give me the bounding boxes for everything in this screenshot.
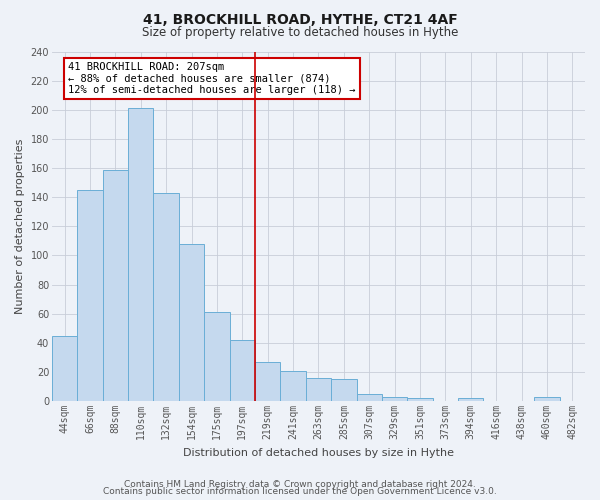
Bar (356, 394, 382, 401)
Bar (382, 397, 407, 401)
Bar (77, 190, 103, 401)
Bar (230, 340, 255, 401)
Bar (154, 193, 179, 401)
Bar (534, 397, 560, 401)
Bar (103, 170, 128, 401)
Bar (128, 108, 154, 401)
Bar (255, 362, 280, 401)
Bar (458, 398, 484, 401)
Bar (306, 378, 331, 401)
Text: Size of property relative to detached houses in Hythe: Size of property relative to detached ho… (142, 26, 458, 39)
Text: Contains HM Land Registry data © Crown copyright and database right 2024.: Contains HM Land Registry data © Crown c… (124, 480, 476, 489)
Bar (280, 370, 306, 401)
Text: 41, BROCKHILL ROAD, HYTHE, CT21 4AF: 41, BROCKHILL ROAD, HYTHE, CT21 4AF (143, 12, 457, 26)
Bar (179, 244, 204, 401)
Y-axis label: Number of detached properties: Number of detached properties (15, 138, 25, 314)
Bar (407, 398, 433, 401)
Bar (331, 380, 356, 401)
X-axis label: Distribution of detached houses by size in Hythe: Distribution of detached houses by size … (183, 448, 454, 458)
Text: 41 BROCKHILL ROAD: 207sqm
← 88% of detached houses are smaller (874)
12% of semi: 41 BROCKHILL ROAD: 207sqm ← 88% of detac… (68, 62, 355, 95)
Text: Contains public sector information licensed under the Open Government Licence v3: Contains public sector information licen… (103, 488, 497, 496)
Bar (52, 336, 77, 401)
Bar (204, 312, 230, 401)
